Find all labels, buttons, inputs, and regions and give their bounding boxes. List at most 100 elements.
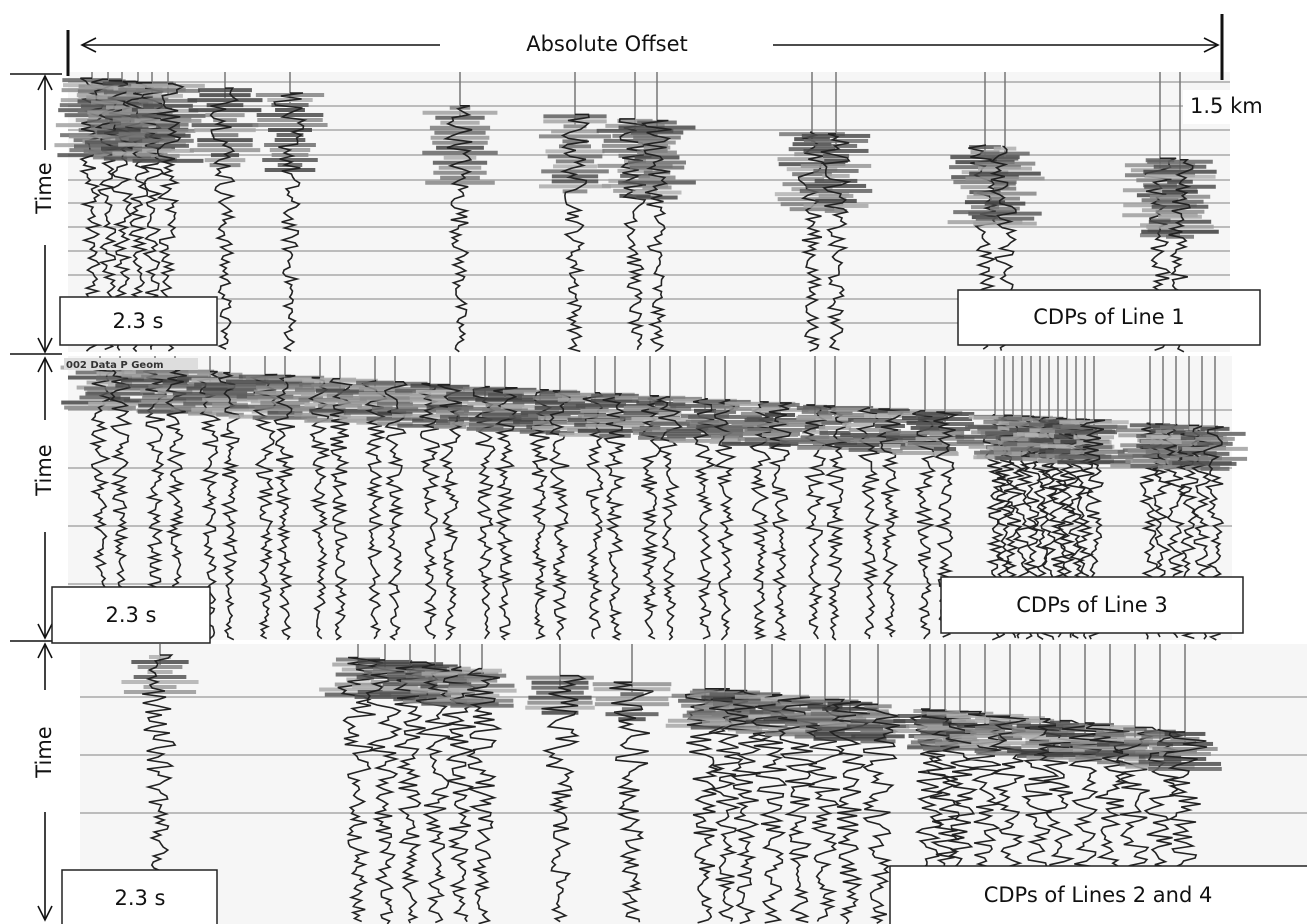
trace-band — [1068, 757, 1102, 762]
trace-band — [960, 185, 1010, 190]
trace-band — [818, 193, 854, 198]
trace-wiggle — [768, 402, 792, 641]
trace-band — [137, 665, 183, 669]
trace-band — [366, 416, 424, 421]
trace-band — [975, 726, 1045, 731]
trace-band — [425, 180, 495, 185]
trace-band — [814, 178, 858, 183]
trace-band — [590, 398, 640, 403]
trace-wiggle — [560, 113, 591, 353]
trace-band — [813, 168, 859, 173]
duration-label: 2.3 s — [114, 886, 165, 910]
trace-band — [794, 734, 856, 739]
trace-band — [991, 156, 1019, 161]
trace-band — [942, 736, 978, 741]
trace-band — [813, 736, 887, 741]
trace-band — [475, 427, 535, 432]
trace-wiggle — [684, 687, 730, 924]
trace-wiggle — [328, 377, 353, 641]
time-arrow — [10, 356, 62, 642]
trace-band — [764, 732, 836, 737]
trace-band — [405, 674, 465, 679]
trace-band — [846, 724, 910, 729]
trace-band — [430, 135, 490, 140]
trace-band — [638, 175, 676, 180]
trace-band — [440, 175, 480, 180]
trace-band — [156, 123, 180, 128]
trace-band — [435, 115, 485, 120]
trace-band — [563, 124, 587, 129]
trace-band — [147, 143, 189, 148]
trace-band — [821, 420, 849, 425]
offset-arrow — [66, 14, 1224, 80]
trace-band — [792, 142, 832, 147]
trace-band — [267, 410, 303, 415]
trace-band — [634, 155, 680, 160]
trace-band — [482, 407, 528, 412]
trace-band — [1184, 431, 1246, 436]
trace-band — [543, 114, 607, 119]
trace-band — [575, 403, 655, 408]
trace-band — [141, 92, 163, 97]
trace-band — [252, 123, 328, 127]
trace-band — [255, 385, 315, 390]
trace-band — [803, 148, 869, 153]
trace-band — [933, 447, 957, 452]
trace-band — [949, 716, 971, 721]
trace-band — [551, 179, 599, 184]
trace-band — [807, 704, 843, 709]
trace-band — [770, 712, 830, 717]
trace-band — [183, 401, 237, 406]
trace-band — [262, 158, 318, 162]
trace-wiggle — [828, 701, 871, 924]
trace-wiggle — [273, 374, 296, 641]
trace-band — [450, 703, 514, 708]
trace-band — [946, 731, 974, 736]
trace-band — [254, 405, 316, 410]
trace-band — [648, 406, 692, 411]
trace-band — [1021, 743, 1059, 748]
trace-band — [481, 412, 529, 417]
trace-band — [959, 743, 1011, 748]
trace-band — [562, 189, 588, 194]
trace-band — [140, 128, 196, 133]
trace-band — [669, 438, 741, 443]
trace-band — [801, 409, 829, 414]
trace-band — [758, 704, 786, 709]
caption-box — [940, 576, 1244, 634]
trace-wiggle — [609, 681, 654, 923]
trace-band — [799, 177, 825, 182]
trace-band — [148, 384, 202, 389]
trace-band — [440, 120, 480, 125]
trace-band — [142, 138, 194, 143]
trace-band — [926, 711, 994, 716]
trace-band — [354, 694, 416, 699]
trace-wiggle — [708, 689, 748, 922]
trace-band — [357, 659, 413, 664]
trace-band — [810, 711, 890, 716]
trace-band — [922, 746, 998, 751]
trace-band — [1197, 441, 1233, 446]
trace-band — [789, 207, 835, 212]
trace-band — [797, 719, 853, 724]
trace-wiggle — [541, 674, 587, 923]
trace-band — [1144, 729, 1176, 734]
trace-band — [879, 444, 901, 448]
trace-band — [632, 190, 682, 195]
trace-band — [131, 660, 189, 664]
trace-band — [143, 103, 193, 108]
trace-band — [993, 186, 1017, 191]
trace-band — [797, 445, 873, 450]
trace-band — [73, 144, 143, 149]
trace-band — [1057, 460, 1131, 465]
trace-band — [810, 709, 840, 714]
trace-band — [802, 429, 828, 434]
caption: CDPs of Line 3 — [1016, 593, 1167, 617]
trace-band — [618, 180, 696, 185]
trace-band — [953, 180, 1017, 185]
trace-band — [559, 144, 591, 149]
trace-band — [410, 689, 460, 694]
trace-band — [1117, 737, 1153, 742]
trace-band — [127, 101, 149, 106]
trace-wiggle — [418, 382, 441, 640]
